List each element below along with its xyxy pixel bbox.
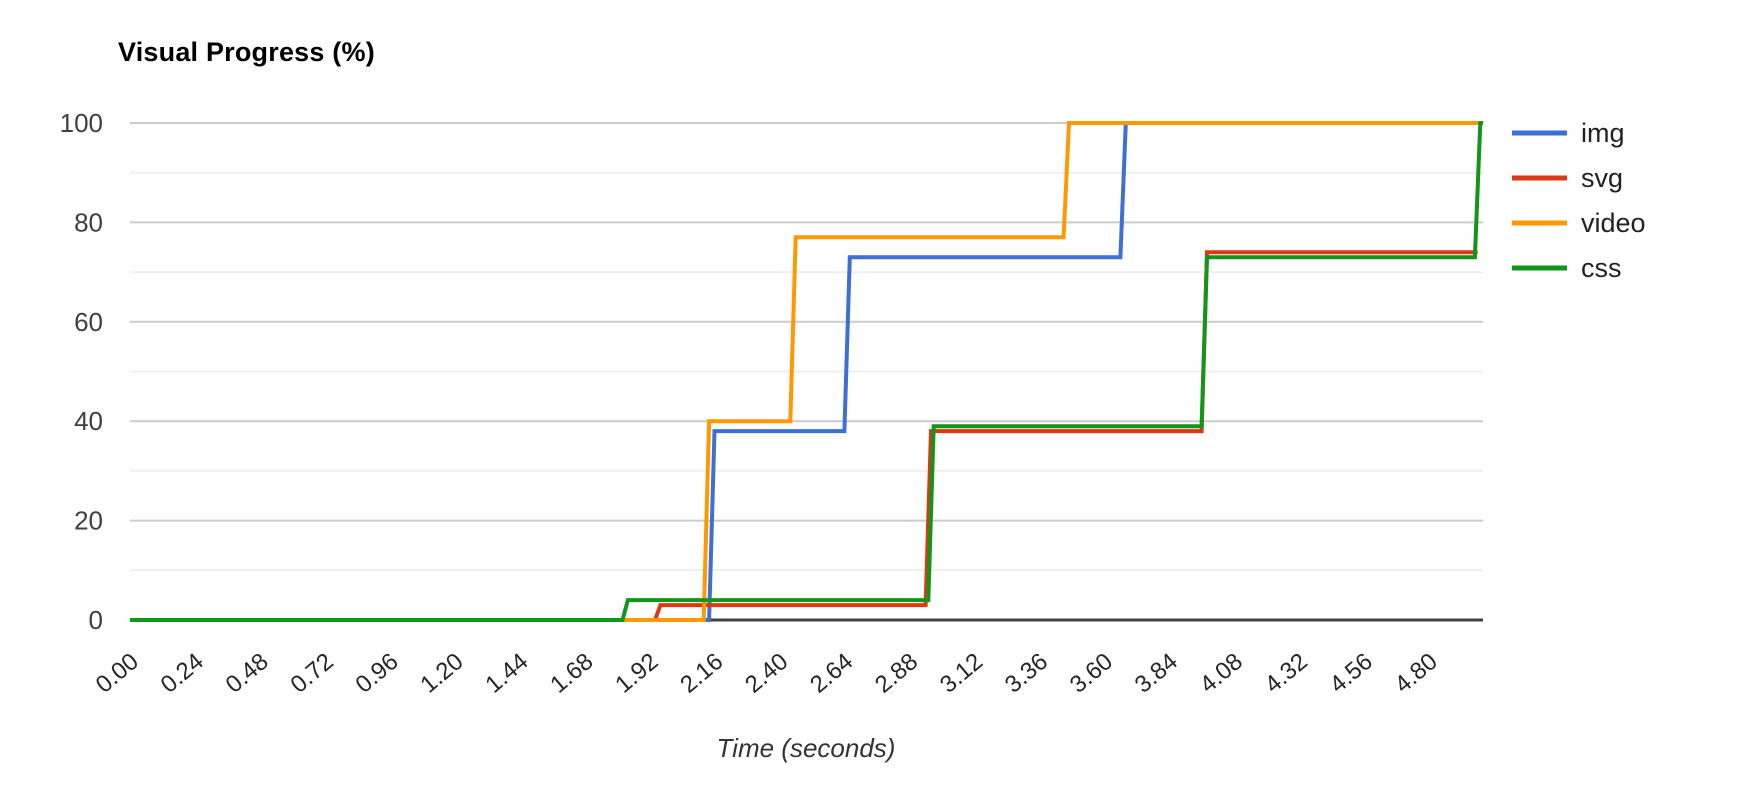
x-tick-label: 2.88 bbox=[870, 648, 923, 699]
x-tick-label: 4.56 bbox=[1325, 648, 1378, 699]
legend-label-svg: svg bbox=[1581, 163, 1623, 193]
y-tick-label: 0 bbox=[89, 605, 103, 635]
x-tick-label: 2.40 bbox=[740, 648, 793, 699]
chart-title: Visual Progress (%) bbox=[118, 37, 375, 67]
x-tick-label: 3.84 bbox=[1130, 648, 1183, 699]
series-line-svg[interactable] bbox=[130, 250, 1478, 622]
x-tick-label: 0.24 bbox=[156, 648, 209, 699]
x-tick-label: 1.44 bbox=[480, 648, 533, 699]
x-tick-label: 1.92 bbox=[610, 648, 663, 699]
x-tick-label: 0.00 bbox=[91, 648, 144, 699]
y-tick-label: 100 bbox=[60, 108, 103, 138]
x-axis-title: Time (seconds) bbox=[716, 733, 896, 763]
x-tick-label: 2.16 bbox=[675, 648, 728, 699]
x-tick-label: 0.48 bbox=[221, 648, 274, 699]
x-tick-label: 3.36 bbox=[1000, 648, 1053, 699]
y-tick-label: 20 bbox=[74, 506, 103, 536]
x-tick-label: 0.96 bbox=[350, 648, 403, 699]
x-tick-label: 2.64 bbox=[805, 648, 858, 699]
series-line-img[interactable] bbox=[130, 121, 1483, 622]
x-tick-label: 4.80 bbox=[1390, 648, 1443, 699]
y-tick-label: 40 bbox=[74, 406, 103, 436]
legend-label-img: img bbox=[1581, 118, 1625, 148]
series-line-video[interactable] bbox=[130, 121, 1483, 622]
legend-label-video: video bbox=[1581, 208, 1646, 238]
series-line-css[interactable] bbox=[130, 121, 1483, 622]
x-tick-label: 1.68 bbox=[545, 648, 598, 699]
x-tick-label: 4.08 bbox=[1195, 648, 1248, 699]
x-tick-label: 0.72 bbox=[286, 648, 339, 699]
x-tick-label: 1.20 bbox=[415, 648, 468, 699]
legend-label-css: css bbox=[1581, 253, 1622, 283]
x-tick-label: 3.60 bbox=[1065, 648, 1118, 699]
x-tick-label: 4.32 bbox=[1260, 648, 1313, 699]
y-tick-label: 80 bbox=[74, 207, 103, 237]
x-tick-label: 3.12 bbox=[935, 648, 988, 699]
y-tick-label: 60 bbox=[74, 307, 103, 337]
